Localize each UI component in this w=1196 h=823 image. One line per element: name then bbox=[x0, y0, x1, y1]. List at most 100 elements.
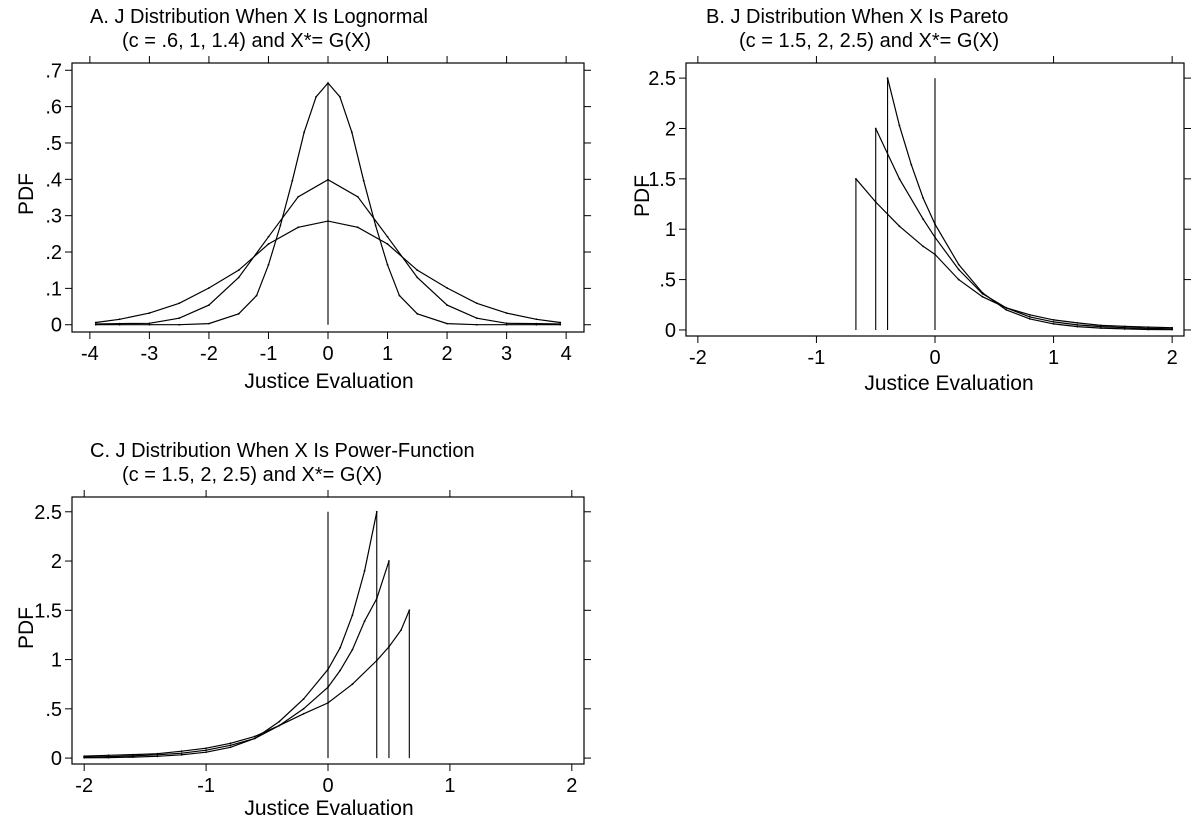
panel-a-x-tick-label: 1 bbox=[382, 343, 393, 365]
panel-a-series-2-point bbox=[208, 304, 210, 306]
panel-a-series-1-point bbox=[362, 179, 365, 182]
panel-c-x-tick-label: 0 bbox=[322, 775, 333, 797]
panel-a-series-3-point bbox=[178, 302, 181, 305]
panel-b-series-3-point bbox=[1171, 328, 1174, 331]
panel-a-series-1-point bbox=[398, 294, 401, 297]
panel-b-series-1-line bbox=[855, 178, 1173, 329]
panel-c-series-1-point bbox=[132, 753, 134, 756]
panel-a-series-1-point bbox=[237, 312, 240, 315]
panel-c-y-tick-label: 1.5 bbox=[34, 600, 62, 622]
panel-c-series-1-point bbox=[253, 735, 256, 738]
panel-b-series-3-point bbox=[886, 77, 889, 80]
panel-a-title: A. J Distribution When X Is Lognormal bbox=[90, 6, 428, 28]
panel-c-ylabel: PDF bbox=[15, 607, 38, 649]
panel-b-x-tick-label: 0 bbox=[929, 347, 940, 369]
panel-a-series-3-point bbox=[267, 243, 270, 245]
panel-c-x-tick-label: 2 bbox=[566, 775, 577, 797]
panel-b-x-tick-label: -1 bbox=[808, 347, 826, 369]
panel-a-series-1-point bbox=[178, 323, 181, 326]
panel-a-y-tick-label: .7 bbox=[45, 60, 62, 82]
panel-b-subtitle: (c = 1.5, 2, 2.5) and X*= G(X) bbox=[739, 30, 999, 52]
panel-b-series-2-point bbox=[1100, 325, 1102, 328]
panel-b-x-tick-label: 2 bbox=[1167, 347, 1178, 369]
panel-b-series-3-point bbox=[922, 197, 925, 199]
panel-b-series-3-point bbox=[981, 291, 984, 294]
panel-c-series-2-point bbox=[388, 560, 390, 562]
panel-b-series-2-point bbox=[1028, 315, 1031, 318]
panel-c-series-1-point bbox=[180, 750, 183, 753]
panel-b-series-3-point bbox=[1123, 328, 1126, 330]
panel-c-series-2-point bbox=[278, 724, 281, 727]
panel-a-series-3-point bbox=[416, 269, 419, 272]
panel-a-series-1-point bbox=[374, 224, 377, 227]
panel-a-x-tick-label: 0 bbox=[322, 343, 333, 365]
panel-a-series-2-point bbox=[178, 317, 181, 320]
panel-b-series-1-point bbox=[898, 225, 901, 228]
panel-c-series-1-point bbox=[400, 629, 403, 631]
panel-a-series-3-point bbox=[446, 287, 448, 289]
panel-c-series-2-point bbox=[375, 597, 378, 600]
panel-b-series-2-point bbox=[898, 177, 901, 180]
panel-c-series-3-point bbox=[205, 751, 207, 754]
panel-a-xlabel: Justice Evaluation bbox=[244, 370, 413, 393]
panel-c-y-tick-label: 0 bbox=[51, 748, 62, 770]
panel-c-series-2-point bbox=[339, 669, 342, 672]
panel-c-series-1-point bbox=[351, 683, 354, 686]
panel-a-chart: A. J Distribution When X Is Lognormal (c… bbox=[15, 6, 591, 393]
panel-a-x-tick-label: 2 bbox=[442, 343, 453, 365]
panel-c-series-3-point bbox=[351, 614, 354, 617]
panel-b-title: B. J Distribution When X Is Pareto bbox=[706, 6, 1008, 28]
panel-c-series-3-point bbox=[278, 720, 281, 723]
panel-a-y-tick-label: .3 bbox=[45, 206, 62, 228]
panel-c-x-tick-label: 1 bbox=[444, 775, 455, 797]
panel-b-y-tick-label: 0 bbox=[665, 320, 676, 342]
panel-c-x-tick-label: -2 bbox=[75, 775, 93, 797]
panel-c-series-3-line bbox=[84, 511, 378, 759]
panel-b-series-2-point bbox=[957, 268, 960, 271]
panel-c-series-3-point bbox=[253, 737, 256, 740]
panel-a-series-2-point bbox=[327, 178, 329, 181]
panel-c-y-tick-label: 2 bbox=[51, 551, 62, 573]
panel-a-series-2-point bbox=[416, 276, 419, 279]
panel-b-series-1-point bbox=[1052, 318, 1055, 321]
panel-c-series-2-point bbox=[156, 753, 159, 756]
panel-a-series-2-point bbox=[535, 322, 538, 325]
panel-a-series-1-point bbox=[386, 263, 389, 266]
panel-c-series-3-point bbox=[363, 569, 366, 572]
panel-b-series-1-point bbox=[1076, 322, 1079, 324]
panel-b-series-3-point bbox=[1052, 323, 1055, 325]
panel-c-series-3-point bbox=[107, 756, 110, 759]
panel-b-series-2-point bbox=[1052, 320, 1055, 323]
panel-b-y-tick-label: .5 bbox=[659, 270, 676, 292]
panel-b-y-tick-label: 1 bbox=[665, 219, 676, 241]
panel-b-series-1-point bbox=[1028, 313, 1031, 316]
panel-c-series-1-point bbox=[327, 702, 329, 704]
panel-a-x-tick-label: 3 bbox=[501, 343, 512, 365]
panel-b-series-3-point bbox=[910, 163, 913, 166]
panel-a-series-3-point bbox=[505, 312, 508, 314]
panel-c-subtitle: (c = 1.5, 2, 2.5) and X*= G(X) bbox=[122, 464, 382, 486]
panel-b-y-tick-label: 2 bbox=[665, 118, 676, 140]
panel-a-series-3-point bbox=[327, 220, 329, 223]
panel-a-series-1-point bbox=[148, 323, 151, 326]
panel-b-y-tick-label: 1.5 bbox=[648, 169, 676, 191]
panel-b-series-3-line bbox=[887, 77, 1173, 331]
panel-b-series-3-point bbox=[1076, 325, 1079, 328]
panel-b-series-1-point bbox=[922, 245, 925, 248]
panel-c-series-1-point bbox=[107, 754, 110, 757]
panel-c-y-tick-label: .5 bbox=[45, 699, 62, 721]
panel-a-series-1-point bbox=[291, 179, 294, 182]
panel-a-series-1-point bbox=[327, 82, 329, 84]
panel-c-series-1-point bbox=[229, 742, 232, 745]
panel-b-series-1-point bbox=[874, 201, 877, 203]
panel-b-series-2-point bbox=[922, 218, 925, 221]
panel-c-series-2-point bbox=[302, 707, 305, 710]
panel-c-y-tick-label: 1 bbox=[51, 650, 62, 672]
panel-a-series-1-point bbox=[446, 322, 448, 325]
panel-b-series-1-point bbox=[957, 278, 960, 281]
panel-a-series-2-point bbox=[505, 322, 508, 325]
panel-b-series-1-point bbox=[981, 295, 984, 298]
panel-a-subtitle: (c = .6, 1, 1.4) and X*= G(X) bbox=[122, 30, 371, 52]
panel-a-series-1-point bbox=[505, 323, 508, 326]
